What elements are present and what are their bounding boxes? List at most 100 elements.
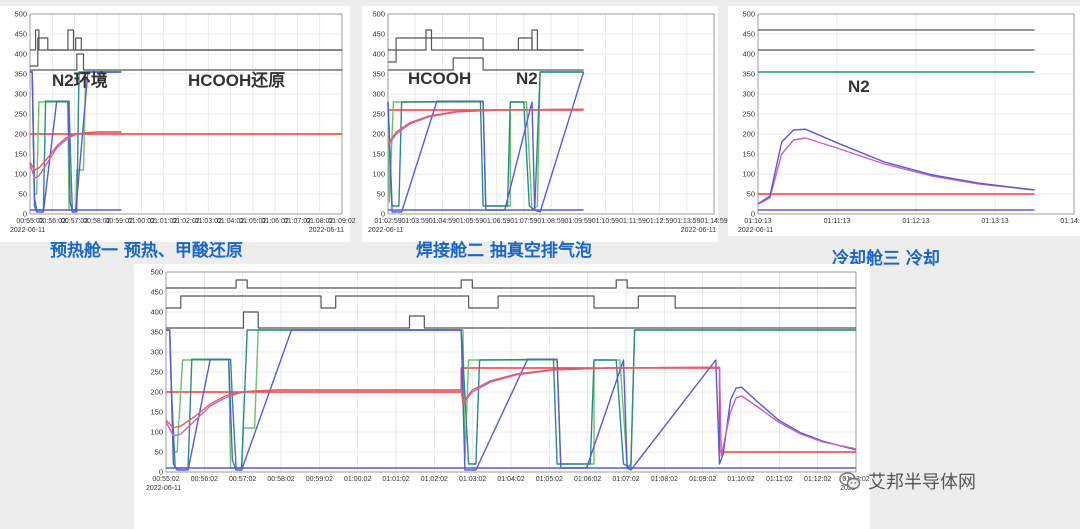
chamber3-y-tick-label: 200 [742,130,755,139]
chamber2-x-tick-label: 01:11:59 [619,218,646,225]
combined-y-tick-label: 150 [150,408,163,417]
combined-x-tick-label: 01:06:02 [574,476,601,483]
chart-panel-chamber1: 0 50 100 150 200 250 300 350 400 450 500 00:55:02 00… [0,6,356,242]
combined-x-tick-label: 01:12:02 [804,476,831,483]
combined-series-process-7 [165,366,857,457]
chamber1-annotation: N2环境 [52,70,108,90]
chamber2-x-tick-label: 01:08:59 [537,218,564,225]
chamber3-y-tick-label: 50 [747,190,755,199]
combined-x-tick-label: 01:05:02 [536,476,563,483]
chamber3-x-tick-label: 01:12:13 [902,218,929,225]
chamber3-y-tick-label: 150 [742,150,755,159]
chamber1-x-tick-label: 00:55:02 [16,218,43,225]
chamber2-series-temp-8 [387,108,584,145]
chamber2-series-digital-2 [388,37,584,63]
combined-date-right: 2022- [840,485,859,492]
combined-x-tick-label: 01:00:02 [344,476,371,483]
wechat-icon [839,472,861,490]
combined-x-tick-label: 00:55:02 [152,476,179,483]
combined-x-tick-label: 01:07:02 [612,476,639,483]
chamber3-y-tick-label: 500 [742,10,755,19]
chamber2-x-tick-label: 01:10:59 [592,218,619,225]
combined-series-sensor-6 [166,329,857,471]
chamber2-x-tick-label: 01:13:59 [673,218,700,225]
chamber3-date-left: 2022-06-11 [738,227,773,234]
combined-plot-frame [165,271,857,473]
chart-panel-chamber2: 0 50 100 150 200 250 300 350 400 450 500 01:02:59 01… [362,6,728,242]
chamber1-x-tick-label: 01:06:02 [262,218,289,225]
combined-y-tick-label: 400 [150,308,163,317]
combined-y-tick-label: 250 [150,368,163,377]
chamber1-y-tick-label: 200 [14,130,27,139]
chamber1-x-tick-label: 00:57:02 [61,218,88,225]
chamber1-series-sensor-6 [30,71,122,213]
combined-date-left: 2022-06-11 [146,485,181,492]
chamber1-series-digital-3 [30,53,342,71]
chamber2-y-tick-label: 150 [372,150,385,159]
chamber2-x-tick-label: 01:04:59 [429,218,456,225]
chamber3-x-tick-label: 01:14:13 [1060,218,1080,225]
chamber1-y-tick-label: 500 [14,10,27,19]
chamber1-series-temp-8 [29,131,122,171]
chart-chamber3: 0 50 100 150 200 250 300 350 400 450 500 01:10:13 01… [738,10,1080,235]
chamber3-y-tick-label: 0 [751,210,755,219]
combined-y-tick-label: 500 [150,268,163,277]
combined-y-tick-label: 300 [150,348,163,357]
chamber2-y-tick-label: 450 [372,30,385,39]
chamber2-y-tick-label: 200 [372,130,385,139]
chamber1-series-digital-2 [30,37,342,67]
chamber2-x-tick-label: 01:07:59 [510,218,537,225]
chamber2-y-tick-label: 350 [372,70,385,79]
chamber3-x-tick-label: 01:11:13 [824,218,851,225]
chamber3-y-tick-label: 350 [742,70,755,79]
chamber1-x-tick-label: 01:02:02 [172,218,199,225]
chamber1-x-tick-label: 01:00:02 [128,218,155,225]
chamber3-plot-frame [757,13,1075,215]
combined-y-tick-label: 200 [150,388,163,397]
chamber1-x-tick-label: 01:07:02 [284,218,311,225]
chamber1-x-tick-label: 01:08:02 [306,218,333,225]
chamber3-series-process-4 [757,137,1035,205]
combined-series-digital-1 [166,279,856,289]
chamber1-y-tick-label: 0 [23,210,27,219]
combined-series-temp-8 [165,366,720,429]
chamber2-y-tick-label: 250 [372,110,385,119]
chamber1-date-left: 2022-06-11 [10,227,45,234]
caption-chamber1: 预热舱一 预热、甲酸还原 [50,241,243,261]
combined-series-digital-2 [166,295,856,309]
chart-combined: 0 50 100 150 200 250 300 350 400 450 500 00:55:02 00… [146,268,870,493]
chamber1-x-tick-label: 01:03:02 [195,218,222,225]
chamber3-y-tick-label: 100 [742,170,755,179]
combined-y-tick-label: 0 [159,468,163,477]
combined-x-tick-label: 01:08:02 [651,476,678,483]
chamber1-annotation: HCOOH还原 [188,71,285,90]
chamber2-series-digital-1 [388,29,584,51]
chamber1-y-tick-label: 150 [14,150,27,159]
chamber2-y-tick-label: 0 [381,210,385,219]
chamber2-y-tick-label: 50 [377,190,385,199]
chamber1-y-tick-label: 300 [14,90,27,99]
combined-x-tick-label: 01:02:02 [421,476,448,483]
chamber2-series-sensor-6 [387,71,585,213]
combined-series-digital-3 [166,311,856,329]
chamber3-y-tick-label: 300 [742,90,755,99]
combined-x-tick-label: 01:03:02 [459,476,486,483]
chamber1-y-tick-label: 100 [14,170,27,179]
combined-x-tick-label: 01:11:02 [766,476,793,483]
combined-x-tick-label: 00:56:02 [191,476,218,483]
chamber2-x-tick-label: 01:05:59 [456,218,483,225]
chamber1-y-tick-label: 50 [19,190,27,199]
chamber1-plot-frame [29,13,343,215]
chamber2-x-tick-label: 01:06:59 [483,218,510,225]
combined-y-tick-label: 100 [150,428,163,437]
chamber2-annotation: N2 [516,69,538,88]
chamber2-x-tick-label: 01:12:59 [646,218,673,225]
chamber2-x-tick-label: 01:09:59 [565,218,592,225]
chamber2-x-tick-label: 01:02:59 [374,218,401,225]
chamber2-y-tick-label: 500 [372,10,385,19]
chamber2-y-tick-label: 100 [372,170,385,179]
chamber3-y-tick-label: 450 [742,30,755,39]
chamber3-y-tick-label: 250 [742,110,755,119]
chamber1-y-tick-label: 250 [14,110,27,119]
